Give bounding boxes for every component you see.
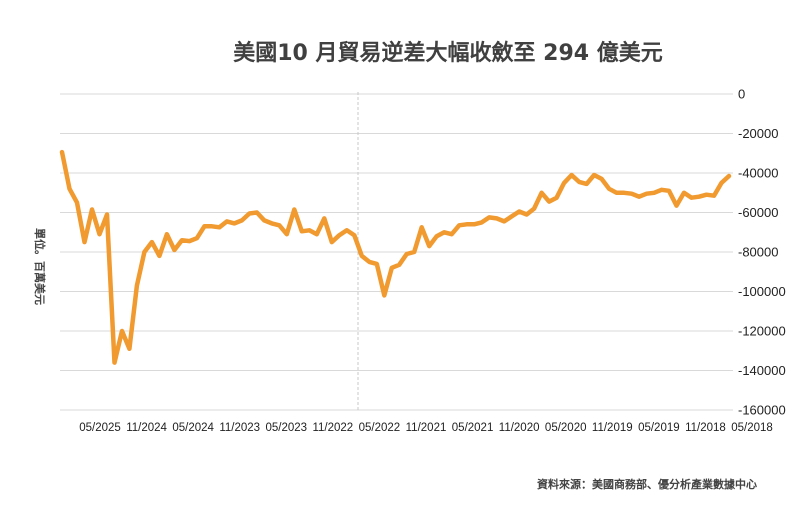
y-tick-label: -160000 [738, 403, 786, 418]
x-axis-ticks: 05/2025 11/2024 05/2024 11/2023 05/2023 11/20… [79, 422, 773, 434]
x-tick-label: 11/2018 [685, 422, 726, 434]
x-tick-label: 05/2019 [638, 422, 680, 434]
y-tick-label: -60000 [738, 205, 778, 220]
y-tick-label: -80000 [738, 245, 778, 260]
series-layer [59, 149, 732, 365]
y-axis-label: 單位。百萬美元 [33, 228, 47, 305]
trade-balance-line [59, 149, 732, 365]
y-tick-label: 0 [738, 87, 745, 102]
x-tick-label: 05/2025 [79, 422, 121, 434]
x-tick-label: 05/2024 [172, 422, 214, 434]
gridlines [60, 93, 733, 411]
x-tick-label: 05/2022 [359, 422, 401, 434]
y-tick-label: -140000 [738, 363, 786, 378]
x-tick-label: 05/2021 [452, 422, 494, 434]
x-tick-label: 11/2020 [499, 422, 540, 434]
x-tick-label: 11/2022 [312, 422, 353, 434]
y-tick-label: -20000 [738, 126, 778, 141]
x-tick-label: 11/2021 [406, 422, 447, 434]
x-tick-label: 11/2024 [126, 422, 167, 434]
y-tick-label: -120000 [738, 324, 786, 339]
x-tick-label: 11/2023 [219, 422, 260, 434]
y-tick-label: -100000 [738, 284, 786, 299]
y-tick-label: -40000 [738, 166, 778, 181]
chart-title: 美國10 月貿易逆差大幅收斂至 294 億美元 [233, 40, 663, 66]
x-tick-label: 05/2018 [731, 422, 773, 434]
source-note: 資料來源：美國商務部、優分析產業數據中心 [537, 477, 757, 491]
x-tick-label: 05/2020 [545, 422, 587, 434]
x-tick-label: 11/2019 [592, 422, 633, 434]
x-tick-label: 05/2023 [265, 422, 307, 434]
y-axis-ticks: 0 -20000 -40000 -60000 -80000 -100000 -120000 -… [738, 87, 786, 418]
